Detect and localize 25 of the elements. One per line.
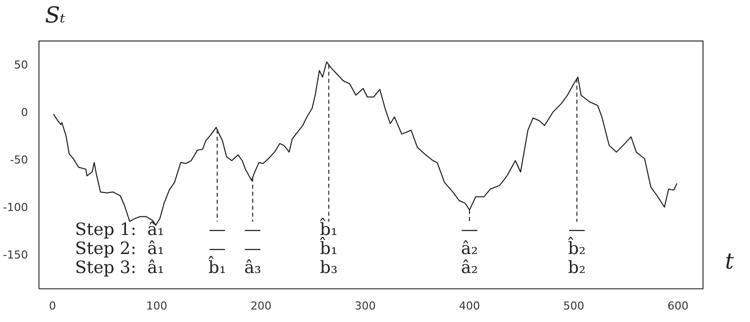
y-tick-label: 0 <box>20 106 28 120</box>
x-tick-label: 600 <box>667 299 688 312</box>
x-tick-label: 400 <box>458 299 480 312</box>
x-tick-label: 300 <box>354 299 376 312</box>
ref-line-label: — b̂₂ b₂ <box>568 220 586 278</box>
x-tick-label: 100 <box>146 299 168 312</box>
annotation: â₁ <box>147 239 164 260</box>
y-tick-label: 50 <box>14 58 28 72</box>
y-tick-label: -150 <box>2 248 28 262</box>
y-tick-label: -100 <box>2 200 28 214</box>
annotation: â₁ <box>147 220 164 240</box>
ref-line-label: — â₂ â₂ <box>460 220 478 278</box>
x-tick-label: 500 <box>563 299 584 312</box>
ref-line-label: b̂₁ b̂₁ b₃ <box>320 218 338 278</box>
y-tick-label: -50 <box>10 153 28 166</box>
y-axis-title: Sₜ <box>44 4 66 29</box>
x-axis-title: t <box>725 250 734 275</box>
annotation: Step 2: <box>74 239 136 260</box>
x-tick-label: 200 <box>250 299 272 312</box>
annotation: â₁ <box>147 258 164 278</box>
annotation: Step 1: <box>74 220 136 240</box>
annotation: Step 3: <box>74 258 136 278</box>
x-tick-label: 0 <box>49 299 56 312</box>
ref-line-label: — — â₃ <box>244 220 262 278</box>
ref-line-label: — — b̂₁ <box>208 220 226 278</box>
